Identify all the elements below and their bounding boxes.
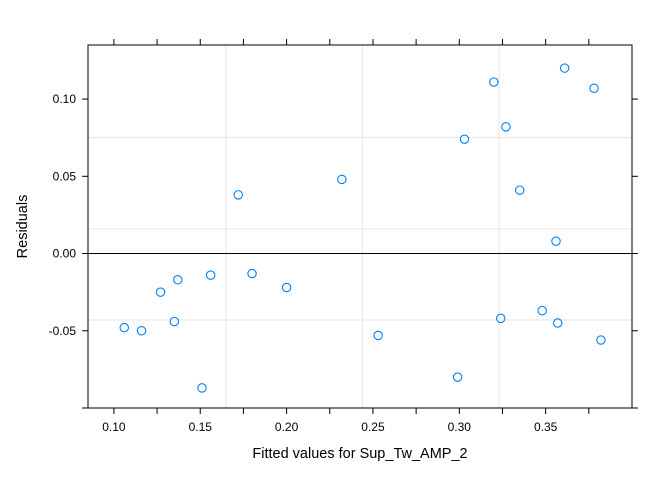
y-tick-label: -0.05	[49, 324, 77, 338]
data-point	[197, 383, 207, 393]
data-point	[551, 236, 561, 246]
data-point	[119, 322, 130, 333]
reference-grid	[88, 45, 632, 408]
data-point	[596, 335, 606, 345]
y-axis-title: Residuals	[15, 195, 31, 259]
data-point	[247, 268, 257, 279]
y-tick-label: 0.05	[53, 169, 77, 183]
y-tick-label: 0.00	[53, 247, 77, 261]
data-point	[233, 190, 243, 200]
data-point	[501, 122, 511, 132]
y-tick-label: 0.10	[53, 92, 77, 106]
data-point	[452, 372, 463, 382]
data-point	[589, 83, 599, 94]
data-point	[169, 316, 180, 327]
x-tick-label: 0.35	[534, 420, 558, 434]
data-point	[559, 63, 570, 73]
y-axis: -0.05 0.00 0.05 0.10	[49, 92, 638, 409]
data-point	[281, 282, 292, 293]
x-tick-label: 0.10	[102, 420, 126, 434]
data-point	[459, 134, 470, 144]
data-point	[373, 330, 383, 341]
data-point	[489, 77, 499, 87]
data-point	[173, 275, 183, 285]
x-tick-label: 0.15	[189, 420, 213, 434]
x-tick-label: 0.20	[275, 420, 299, 434]
plot-panel-border	[87, 44, 633, 409]
x-tick-label: 0.30	[448, 420, 472, 434]
data-point	[537, 305, 547, 316]
data-point	[552, 318, 563, 328]
data-point	[495, 313, 506, 324]
x-tick-label: 0.25	[361, 420, 385, 434]
data-point	[136, 326, 147, 336]
x-axis-title: Fitted values for Sup_Tw_AMP_2	[252, 446, 467, 462]
x-axis: 0.10 0.15 0.20 0.25 0.30 0.35	[102, 39, 590, 434]
data-point	[514, 185, 525, 195]
data-points	[119, 63, 606, 393]
data-point	[155, 287, 166, 297]
data-point	[337, 174, 347, 185]
data-point	[205, 270, 216, 280]
